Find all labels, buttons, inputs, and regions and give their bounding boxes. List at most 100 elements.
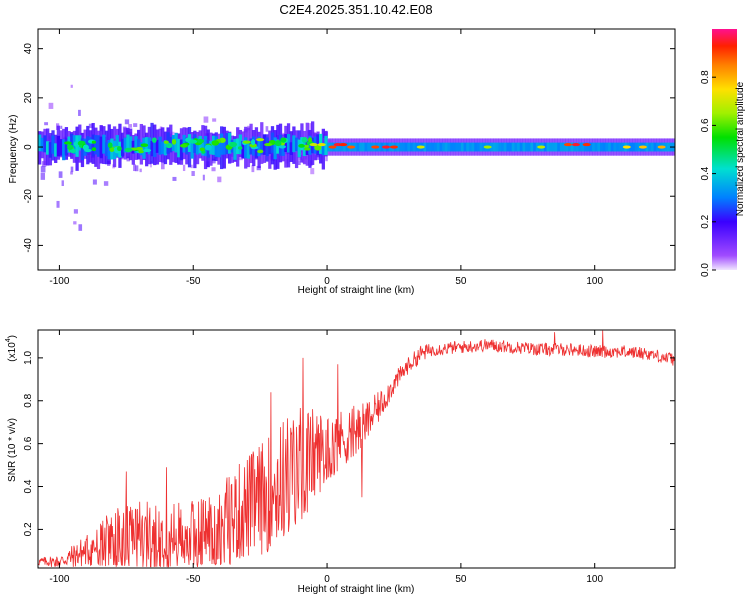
- spectrogram-noise-cell: [161, 162, 165, 170]
- colorbar-tick-label: 0.0: [700, 263, 711, 277]
- spectrogram-core-cell: [468, 142, 473, 152]
- spectrogram-core-cell: [402, 142, 406, 152]
- spectrogram-core-cell: [217, 139, 221, 158]
- spectrogram-blob: [116, 146, 122, 152]
- spectrogram-core-cell: [129, 136, 133, 150]
- spectrogram-core-cell: [602, 142, 607, 152]
- spectrogram-noise-cell: [251, 165, 255, 173]
- spectrogram-noise-cell: [73, 221, 77, 225]
- spectrogram-core-cell: [610, 142, 615, 152]
- spectrogram-noise-cell: [182, 164, 186, 172]
- spectrogram-x-tick-label: 100: [586, 276, 603, 287]
- colorbar-gradient: [712, 29, 737, 270]
- snr-y-tick-label: 0.8: [23, 393, 34, 407]
- spectrogram-hot-patch: [264, 142, 273, 147]
- spectrogram-noise-cell: [61, 180, 64, 187]
- spectrogram-core-cell: [452, 142, 457, 152]
- spectrogram-noise-cell: [60, 125, 63, 129]
- spectrogram-blob: [73, 141, 80, 147]
- spectrogram-core-cell: [367, 142, 371, 152]
- spectrogram-core-cell: [554, 142, 558, 152]
- spectrogram-x-tick-label: -100: [49, 276, 69, 287]
- spectrogram-core-cell: [246, 141, 251, 159]
- spectrogram-core-cell: [220, 133, 224, 155]
- spectrogram-core-cell: [340, 142, 344, 152]
- snr-y-ticks: 0.2 0.4 0.6 0.8 1.0: [23, 350, 675, 536]
- spectrogram-core-cell: [343, 142, 347, 152]
- spectrogram-core-cell: [284, 134, 288, 152]
- spectrogram-core-cell: [214, 136, 218, 157]
- spectrogram-core-cell: [476, 142, 481, 152]
- spectrogram-core-cell: [466, 142, 470, 152]
- spectrogram-core-cell: [629, 142, 633, 152]
- spectrogram-blob: [63, 141, 72, 145]
- spectrogram-blob: [257, 149, 264, 154]
- spectrogram-core-cell: [335, 142, 339, 152]
- spectrogram-core-cell: [286, 134, 291, 153]
- spectrogram-core-cell: [356, 142, 360, 152]
- spectrogram-noise-cell: [44, 122, 49, 126]
- spectrogram-core-cell: [238, 134, 243, 155]
- spectrogram-hot-patch: [483, 145, 492, 149]
- spectrogram-core-cell: [187, 134, 192, 152]
- spectrogram-core-cell: [244, 137, 248, 159]
- spectrogram-x-ticks: -100 -50 0 50 100: [49, 29, 603, 287]
- spectrogram-hot-patch: [371, 145, 380, 149]
- spectrogram-blob: [171, 138, 177, 145]
- spectrogram-core-cell: [517, 142, 521, 152]
- spectrogram-noise-cell: [73, 209, 78, 214]
- spectrogram-core-cell: [126, 134, 130, 153]
- spectrogram-core-cell: [428, 142, 433, 152]
- spectrogram-core-cell: [559, 142, 564, 152]
- spectrogram-hot-patch: [347, 145, 356, 149]
- spectrogram-noise-cell: [190, 164, 193, 169]
- spectrogram-noise-cell: [325, 154, 328, 162]
- spectrogram-core-cell: [153, 139, 157, 158]
- spectrogram-core-cell: [94, 135, 98, 155]
- spectrogram-core-cell: [616, 142, 620, 152]
- spectrogram-core-cell: [501, 142, 505, 152]
- spectrogram-core-cell: [361, 142, 366, 152]
- spectrogram-core-cell: [297, 139, 301, 158]
- spectrogram-core-cell: [549, 142, 553, 152]
- spectrogram-core-cell: [62, 139, 66, 161]
- spectrogram-blob: [140, 143, 149, 148]
- spectrogram-blob: [91, 147, 97, 152]
- spectrogram-hot-patch: [622, 145, 631, 149]
- spectrogram-core-cell: [38, 134, 42, 152]
- snr-multiplier: (x104): [5, 335, 18, 362]
- spectrogram-core-cell: [498, 142, 502, 152]
- spectrogram-blob: [308, 137, 313, 143]
- spectrogram-hot-patch: [339, 142, 348, 147]
- snr-series-line: [38, 330, 675, 568]
- spectrogram-noise-cell: [58, 171, 63, 178]
- spectrogram-core-cell: [605, 142, 609, 152]
- spectrogram-core-cell: [557, 142, 561, 152]
- spectrogram-core-cell: [618, 142, 623, 152]
- spectrogram-y-tick-label: 40: [23, 43, 34, 55]
- spectrogram-noise-cell: [56, 200, 60, 208]
- spectrogram-blob: [135, 146, 144, 151]
- spectrogram-hot-patch: [389, 145, 398, 149]
- spectrogram-blob: [138, 150, 144, 154]
- snr-x-tick-label: 100: [586, 574, 603, 585]
- spectrogram-noise-cell: [92, 179, 97, 185]
- spectrogram-core-cell: [177, 138, 181, 158]
- spectrogram-blob: [211, 140, 220, 146]
- spectrogram-core-cell: [54, 143, 58, 157]
- spectrogram-blob: [67, 144, 74, 150]
- spectrogram-core-cell: [407, 142, 411, 152]
- spectrogram-core-cell: [653, 142, 657, 152]
- spectrogram-core-cell: [300, 137, 304, 151]
- spectrogram-noise-cell: [128, 124, 133, 128]
- spectrogram-core-cell: [43, 135, 47, 153]
- spectrogram-core-cell: [514, 142, 518, 152]
- spectrogram-xlabel: Height of straight line (km): [298, 285, 415, 296]
- spectrogram-blob: [314, 145, 322, 151]
- spectrogram-hot-patch: [537, 145, 546, 149]
- spectrogram-core-cell: [592, 142, 596, 152]
- spectrogram-core-cell: [174, 133, 178, 153]
- spectrogram-marks: [38, 84, 675, 231]
- spectrogram-blob: [274, 140, 282, 147]
- spectrogram-core-cell: [40, 137, 44, 152]
